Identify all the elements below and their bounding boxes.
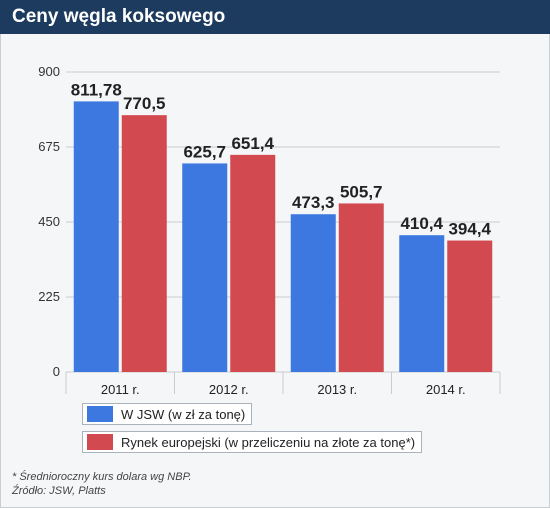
legend-label-europe: Rynek europejski (w przeliczeniu na złot… — [121, 434, 416, 450]
legend-label-jsw: W JSW (w zł za tonę) — [121, 406, 246, 422]
y-tick-label: 900 — [38, 64, 60, 79]
y-tick-label: 225 — [38, 289, 60, 304]
header-bar: Ceny węgla koksowego — [0, 0, 550, 34]
x-category-label: 2012 r. — [209, 382, 249, 394]
chart-title: Ceny węgla koksowego — [12, 6, 226, 27]
legend-swatch-europe — [87, 434, 113, 450]
data-label: 410,4 — [400, 214, 443, 233]
data-label: 625,7 — [183, 142, 226, 161]
bar-jsw — [290, 214, 336, 372]
y-tick-label: 450 — [38, 214, 60, 229]
bar-jsw — [182, 163, 228, 372]
data-label: 473,3 — [292, 193, 335, 212]
footnote-exchange-rate: * Średnioroczny kurs dolara wg NBP. — [12, 471, 192, 483]
y-tick-label: 675 — [38, 139, 60, 154]
data-label: 505,7 — [340, 182, 383, 201]
y-tick-label: 0 — [53, 364, 60, 379]
x-category-label: 2013 r. — [317, 382, 357, 394]
data-label: 770,5 — [123, 94, 166, 113]
bar-europe — [338, 203, 384, 372]
legend-item-jsw: W JSW (w zł za tonę) — [82, 403, 253, 425]
x-category-label: 2014 r. — [426, 382, 466, 394]
bar-europe — [447, 240, 493, 372]
bar-jsw — [399, 235, 445, 372]
data-label: 651,4 — [231, 134, 274, 153]
bar-jsw — [73, 101, 119, 372]
legend-item-europe: Rynek europejski (w przeliczeniu na złot… — [82, 431, 423, 453]
bar-europe — [230, 154, 276, 372]
bar-europe — [121, 115, 167, 373]
x-category-label: 2011 r. — [101, 382, 140, 394]
footnote-source: Źródło: JSW, Platts — [12, 485, 106, 497]
data-label: 394,4 — [448, 220, 491, 239]
data-label: 811,78 — [71, 80, 122, 99]
legend-swatch-jsw — [87, 406, 113, 422]
